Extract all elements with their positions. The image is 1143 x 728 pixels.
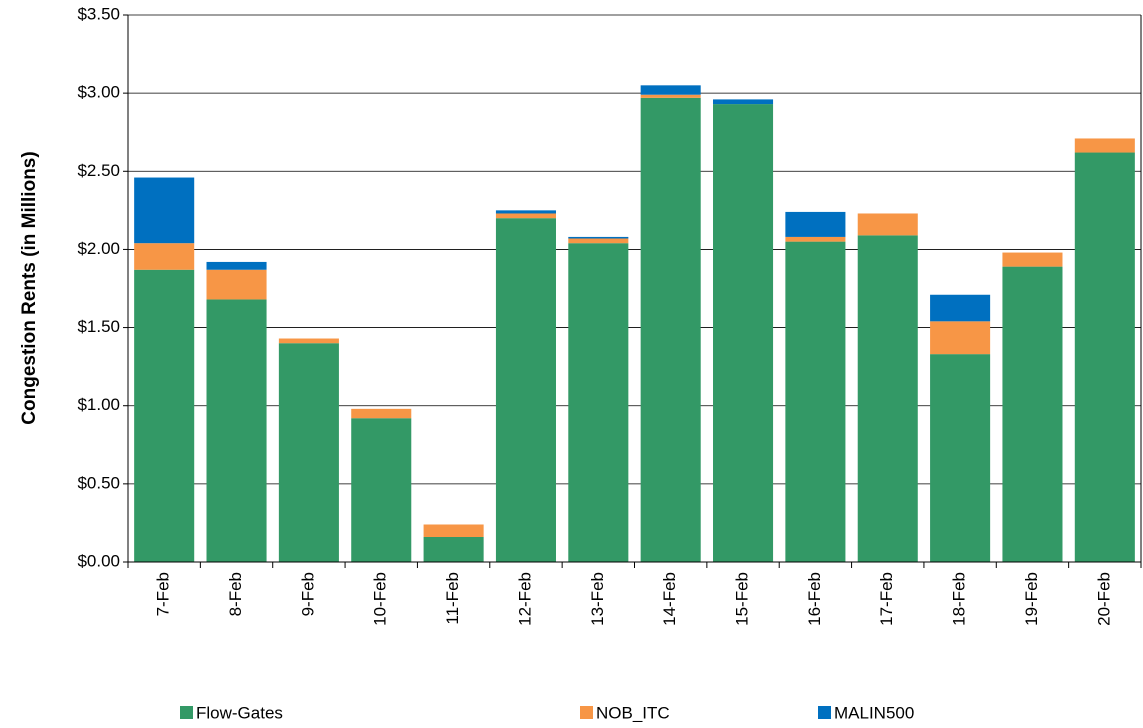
x-tick-label: 14-Feb <box>660 572 679 626</box>
legend-swatch <box>580 706 593 719</box>
x-tick-label: 10-Feb <box>371 572 390 626</box>
bar-segment <box>351 408 412 419</box>
bar-segment <box>1002 252 1063 267</box>
bar-segment <box>278 343 339 562</box>
legend-label: NOB_ITC <box>596 703 670 722</box>
legend-swatch <box>818 706 831 719</box>
y-tick-label: $1.00 <box>77 395 120 414</box>
y-axis-title: Congestion Rents (in Millions) <box>19 151 40 424</box>
y-tick-label: $0.00 <box>77 551 120 570</box>
legend-swatch <box>180 706 193 719</box>
bar-segment <box>785 211 846 237</box>
x-tick-label: 7-Feb <box>154 572 173 616</box>
bar-segment <box>134 243 195 270</box>
x-tick-label: 18-Feb <box>950 572 969 626</box>
bar-segment <box>640 94 701 98</box>
bar-segment <box>713 104 774 562</box>
x-tick-label: 17-Feb <box>877 572 896 626</box>
y-tick-label: $1.50 <box>77 317 120 336</box>
bar-segment <box>1074 152 1135 562</box>
legend-label: MALIN500 <box>834 703 914 722</box>
bar-segment <box>1074 138 1135 153</box>
x-tick-label: 8-Feb <box>226 572 245 616</box>
x-tick-label: 15-Feb <box>733 572 752 626</box>
y-tick-label: $2.50 <box>77 161 120 180</box>
bar-segment <box>423 536 484 562</box>
bar-segment <box>568 238 629 244</box>
x-tick-label: 16-Feb <box>805 572 824 626</box>
bar-segment <box>930 321 991 355</box>
bar-segment <box>640 97 701 563</box>
bar-segment <box>785 241 846 562</box>
bar-segment <box>351 418 412 562</box>
y-tick-label: $2.00 <box>77 239 120 258</box>
bar-segment <box>495 210 556 214</box>
bar-segment <box>278 338 339 344</box>
y-tick-label: $3.00 <box>77 83 120 102</box>
bar-segment <box>640 85 701 95</box>
bar-segment <box>930 354 991 562</box>
legend-label: Flow-Gates <box>196 703 283 722</box>
x-tick-label: 20-Feb <box>1094 572 1113 626</box>
x-tick-label: 13-Feb <box>588 572 607 626</box>
bar-segment <box>568 243 629 563</box>
bar-segment <box>713 99 774 105</box>
bar-segment <box>930 294 991 322</box>
bar-segment <box>423 524 484 537</box>
x-tick-label: 12-Feb <box>515 572 534 626</box>
bar-segment <box>206 261 267 270</box>
bar-segment <box>785 236 846 242</box>
bar-segment <box>1002 266 1063 562</box>
bar-segment <box>568 236 629 239</box>
bar-segment <box>134 269 195 562</box>
y-tick-label: $0.50 <box>77 473 120 492</box>
bar-segment <box>857 235 918 562</box>
x-tick-label: 11-Feb <box>443 572 462 625</box>
bar-segment <box>134 177 195 244</box>
x-tick-label: 9-Feb <box>298 572 317 616</box>
bar-segment <box>495 213 556 219</box>
bar-segment <box>495 218 556 562</box>
bar-segment <box>206 269 267 300</box>
bar-segment <box>857 213 918 236</box>
y-tick-label: $3.50 <box>77 4 120 23</box>
bar-segment <box>206 299 267 562</box>
x-tick-label: 19-Feb <box>1022 572 1041 626</box>
